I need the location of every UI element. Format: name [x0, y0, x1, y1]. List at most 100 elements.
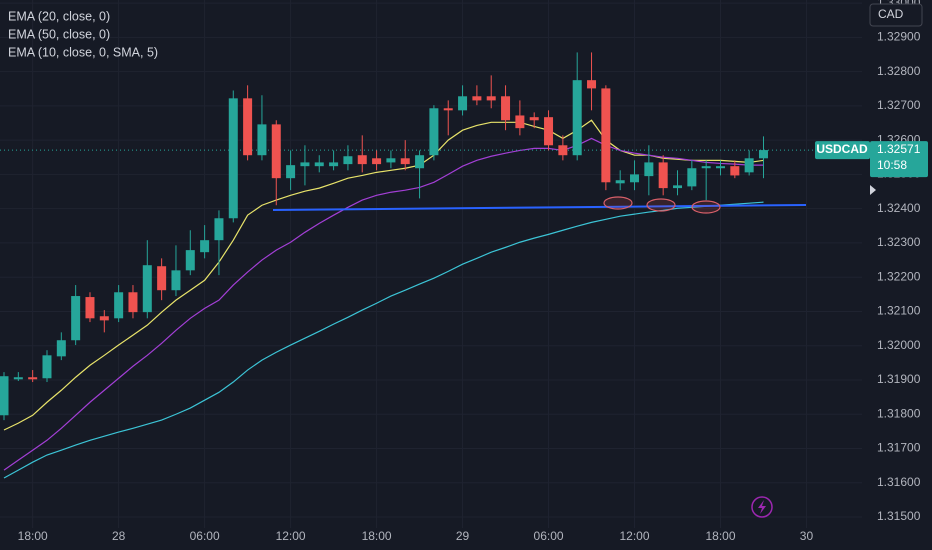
- y-tick-label: 1.31800: [877, 406, 921, 420]
- candle-body: [200, 240, 210, 253]
- candle-body: [329, 162, 339, 167]
- candle-body: [314, 162, 324, 167]
- candle-body: [644, 162, 654, 177]
- candle-body: [558, 145, 568, 156]
- price-tag: USDCAD 1.32571 10:58: [815, 141, 928, 178]
- candle-body: [716, 166, 725, 169]
- candle-body: [185, 250, 195, 271]
- candle-body: [171, 270, 181, 291]
- candle-body: [13, 377, 23, 380]
- candle-body: [429, 108, 439, 156]
- candle-body: [658, 162, 668, 189]
- y-tick-label: 1.32200: [877, 269, 921, 283]
- y-tick-label: 1.31700: [877, 441, 921, 455]
- candle-body: [587, 80, 597, 89]
- candle-body: [501, 96, 511, 121]
- indicator-line: [3, 137, 764, 471]
- y-tick-label: 1.32000: [877, 338, 921, 352]
- x-tick-label: 18:00: [18, 529, 48, 543]
- candle-body: [372, 158, 382, 165]
- candle-body: [744, 158, 754, 173]
- y-tick-label: 1.32400: [877, 201, 921, 215]
- candle-body: [286, 165, 296, 179]
- candle-body: [243, 98, 253, 156]
- y-tick-label: 1.31600: [877, 475, 921, 489]
- candle-body: [300, 162, 310, 167]
- candle-body: [400, 158, 410, 165]
- candle-body: [630, 174, 640, 183]
- currency-box[interactable]: [869, 3, 923, 27]
- candle-body: [28, 377, 38, 380]
- symbol-label: USDCAD: [816, 142, 868, 156]
- y-tick-label: 1.32900: [877, 30, 921, 44]
- candle-body: [271, 124, 281, 179]
- symbol-box: [815, 141, 870, 160]
- time-axis: [0, 528, 862, 550]
- x-tick-label: 12:00: [276, 529, 306, 543]
- candle-body: [42, 355, 52, 379]
- candle-body: [343, 156, 353, 165]
- candle-body: [687, 168, 697, 187]
- x-tick-label: 18:00: [705, 529, 735, 543]
- price-box: [870, 141, 928, 178]
- candle-body: [71, 296, 81, 341]
- candle-body: [386, 158, 396, 163]
- candle-body: [114, 292, 124, 319]
- candle-body: [515, 115, 525, 129]
- candle-body: [214, 218, 224, 241]
- legend-entry: EMA (20, close, 0): [8, 9, 110, 23]
- candle-body: [228, 98, 238, 219]
- candle-body: [0, 376, 9, 416]
- candle-body: [601, 88, 611, 183]
- x-tick-label: 29: [456, 529, 470, 543]
- axis-arrow: [870, 185, 876, 195]
- candle-body: [572, 80, 582, 156]
- x-tick-label: 30: [800, 529, 814, 543]
- legend-entry: EMA (10, close, 0, SMA, 5): [8, 45, 158, 59]
- price-label: 1.32571: [877, 142, 921, 156]
- x-tick-label: 28: [112, 529, 126, 543]
- candle-body: [142, 265, 152, 313]
- countdown-label: 10:58: [877, 158, 907, 172]
- candle-body: [701, 166, 711, 169]
- icon-circle: [751, 496, 773, 518]
- candle-body: [486, 96, 496, 101]
- candle-body: [544, 117, 554, 146]
- axis-labels: 1.330001.329001.328001.327001.326001.325…: [18, 0, 921, 543]
- candle-body: [157, 266, 167, 291]
- y-tick-label: 1.32800: [877, 64, 921, 78]
- x-tick-label: 06:00: [534, 529, 564, 543]
- y-tick-label: 1.31900: [877, 372, 921, 386]
- candle-body: [415, 155, 425, 169]
- candle-body: [730, 166, 740, 176]
- y-tick-label: 1.32700: [877, 98, 921, 112]
- candle-body: [85, 297, 95, 319]
- candle-body: [529, 117, 539, 121]
- candle-body: [458, 96, 468, 111]
- lightning-icon[interactable]: [751, 496, 773, 518]
- x-tick-label: 12:00: [620, 529, 650, 543]
- x-tick-label: 18:00: [362, 529, 392, 543]
- indicator-lines: [0, 119, 862, 479]
- indicator-line: [3, 201, 764, 479]
- icon-bolt: [758, 500, 766, 514]
- highlight-ellipse: [603, 196, 633, 210]
- drawn-trend-line: [272, 204, 807, 211]
- candle-body: [56, 340, 66, 357]
- x-tick-label: 06:00: [190, 529, 220, 543]
- candle-body: [443, 108, 453, 111]
- candle-body: [615, 180, 625, 184]
- y-tick-label: 1.32300: [877, 235, 921, 249]
- candle-body: [257, 124, 267, 156]
- candle-body: [472, 96, 482, 101]
- candle-body: [99, 316, 109, 321]
- currency-label: CAD: [878, 7, 904, 21]
- indicator-line: [3, 119, 764, 431]
- candle-body: [673, 185, 683, 189]
- candle-body: [758, 150, 768, 159]
- candles: [0, 52, 768, 421]
- candle-body: [357, 155, 367, 165]
- highlight-ellipse: [691, 200, 721, 214]
